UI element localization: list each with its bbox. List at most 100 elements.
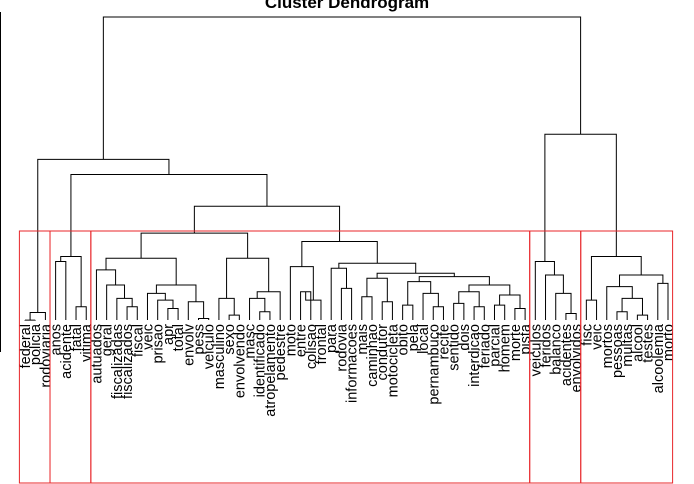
leaf-label: multas — [620, 324, 636, 367]
dendrogram-branch — [376, 272, 455, 279]
dendrogram-branch — [493, 304, 506, 320]
leaf-label: local — [416, 324, 432, 354]
dendrogram-branch — [453, 302, 465, 320]
leaf-label: sexo — [222, 324, 238, 355]
dendrogram-branch — [366, 277, 388, 302]
leaf-label: frontal — [314, 324, 330, 364]
leaf-label: fiscalizados — [120, 324, 136, 399]
dendrogram-branch — [555, 292, 572, 320]
leaf-label: total — [171, 324, 187, 351]
dendrogram-branch — [140, 232, 249, 259]
leaf-label: parcial — [487, 324, 503, 367]
dendrogram-branch — [468, 284, 511, 296]
dendrogram-branch — [402, 304, 414, 320]
leaf-label: fisc — [579, 324, 595, 346]
leaf-label: homem — [498, 324, 514, 372]
leaf-label: alcool — [630, 324, 646, 362]
leaf-label: geral — [100, 324, 116, 356]
dendrogram-branch — [157, 299, 174, 320]
dendrogram-branch — [619, 274, 664, 287]
dendrogram-branch — [338, 262, 417, 274]
leaf-label: pessoas — [610, 324, 626, 378]
leaf-label: feriado — [477, 324, 493, 368]
dendrogram-branch — [361, 296, 373, 320]
leaf-label: morte — [508, 324, 524, 361]
leaf-label: pedestre — [273, 324, 289, 380]
leaf-label: masc — [243, 324, 259, 359]
dendrogram-branch — [167, 307, 179, 320]
leaf-label: dois — [457, 324, 473, 351]
dendrogram-branch — [381, 301, 393, 320]
dendrogram-branch — [340, 287, 353, 320]
leaf-label: veiculo — [202, 324, 218, 369]
dendrogram-branch — [256, 291, 281, 320]
leaf-label: alcoolemia — [651, 323, 667, 393]
leaf-label: policia — [28, 323, 44, 365]
leaf-label: colisao — [304, 324, 320, 369]
dendrogram-branch — [330, 267, 347, 320]
leaf-label: feridos — [539, 324, 555, 368]
leaf-label: mais — [355, 324, 371, 355]
leaf-label: testes — [641, 324, 657, 363]
dendrogram-branch — [60, 256, 82, 307]
dendrogram-branch — [473, 306, 485, 320]
cluster-rectangles — [18, 230, 674, 484]
dendrogram-branch — [418, 276, 490, 285]
leaf-label: sentido — [447, 324, 463, 371]
leaf-label: acidente — [59, 324, 75, 379]
leaf-label: balanco — [549, 324, 565, 375]
leaf-label: atropelamento — [263, 324, 279, 417]
dendrogram-branch — [514, 307, 526, 320]
leaf-label: interdicao — [467, 324, 483, 387]
leaf-label: masculino — [212, 324, 228, 389]
leaf-label: fiscal — [130, 324, 146, 357]
leaf-label: fiscalizadas — [110, 324, 126, 399]
chart-title: Cluster Dendrogram — [265, 0, 429, 12]
dendrogram-branch — [228, 314, 240, 320]
dendrogram-branch — [458, 291, 480, 307]
leaf-label: rodovia — [334, 323, 350, 371]
leaf-label: anos — [49, 324, 65, 355]
dendrogram-branch — [616, 311, 628, 320]
leaf-label: mortos — [600, 324, 616, 368]
dendrogram-branch — [226, 257, 270, 299]
dendrogram-branch — [70, 173, 268, 257]
leaf-label: veic — [590, 324, 606, 350]
leaf-label: envolvendo — [232, 324, 248, 398]
dendrogram-branch — [105, 257, 177, 285]
leaf-label: moto — [283, 324, 299, 356]
dendrogram-branch — [499, 294, 521, 309]
leaf-label: fatal — [69, 324, 85, 351]
leaf-label: apr — [161, 324, 177, 345]
dendrogram-branch — [249, 297, 266, 320]
dendrogram-branch — [621, 297, 643, 316]
dendrogram-branch — [55, 261, 67, 320]
dendrogram-branch — [432, 306, 444, 320]
dendrogram-branch — [565, 312, 577, 320]
leaf-label: veic — [140, 324, 156, 350]
dendrogram-branch — [29, 311, 46, 321]
dendrogram-branch — [95, 269, 117, 320]
dendrogram-branch — [545, 274, 564, 320]
leaf-label: morto — [661, 324, 677, 361]
leaf-label: pess — [192, 324, 208, 355]
dendrogram-branch — [606, 286, 633, 320]
leaf-label: informacoes — [345, 324, 361, 403]
leaf-label: acidentes — [559, 324, 575, 386]
leaf-label: autuados — [89, 324, 105, 384]
leaf-label: identificado — [253, 324, 269, 397]
dendrogram-branch — [657, 282, 669, 320]
dendrogram-branch — [585, 299, 598, 320]
dendrogram-branch — [126, 306, 138, 320]
dendrogram-branch — [534, 261, 555, 320]
leaf-label: prisao — [151, 324, 167, 364]
leaf-label: pernambuco — [426, 324, 442, 405]
dendrogram-branch — [75, 306, 87, 320]
dendrogram-branch — [116, 297, 133, 320]
dendrogram-branches — [24, 16, 669, 321]
leaf-label: veiculos — [528, 324, 544, 376]
dendrogram-branch — [187, 301, 205, 320]
cluster-rectangle — [580, 230, 674, 484]
dendrogram-branch — [146, 292, 166, 320]
